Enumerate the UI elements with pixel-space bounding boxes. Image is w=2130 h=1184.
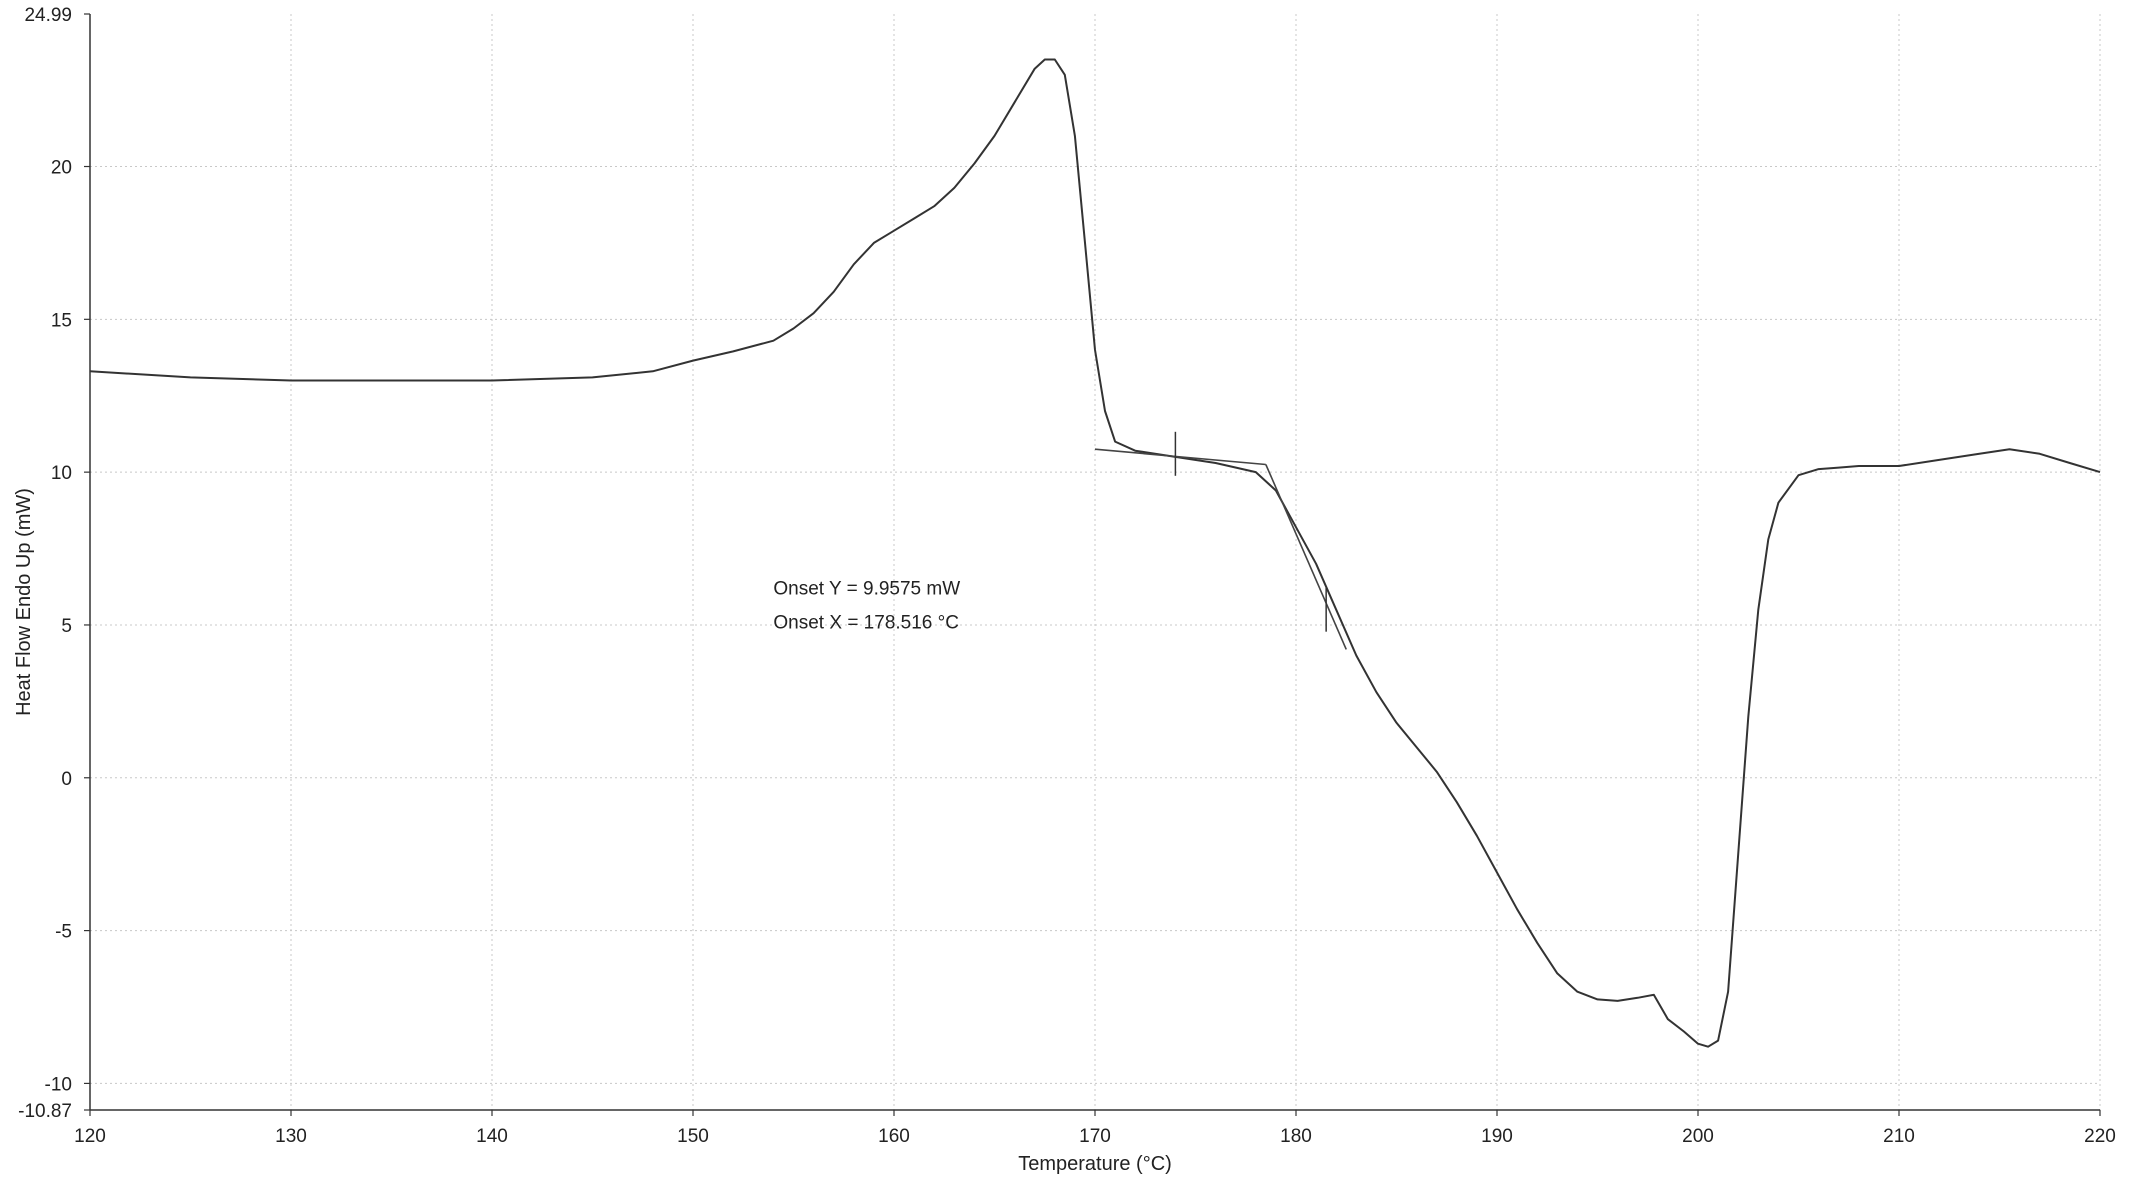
- x-tick-label: 210: [1883, 1126, 1915, 1147]
- heat-flow-curve: [89, 58, 2101, 1048]
- x-axis-title: Temperature (°C): [1018, 1153, 1172, 1175]
- y-tick-label: 0: [61, 769, 72, 790]
- grid-layer: [90, 14, 2101, 1110]
- y-tick-label: -10.87: [18, 1101, 72, 1122]
- onset-tangent-line: [1265, 464, 1347, 650]
- y-tick-label: -5: [55, 922, 72, 943]
- series-layer: [89, 58, 2101, 1048]
- onset-annotation: Onset X = 178.516 °C: [773, 612, 959, 633]
- y-tick-label: 10: [51, 463, 72, 484]
- x-tick-label: 170: [1079, 1126, 1111, 1147]
- x-tick-label: 190: [1481, 1126, 1513, 1147]
- y-tick-label: 24.99: [24, 5, 72, 26]
- x-tick-label: 200: [1682, 1126, 1714, 1147]
- x-tick-label: 150: [677, 1126, 709, 1147]
- x-tick-label: 160: [878, 1126, 910, 1147]
- x-tick-label: 120: [74, 1126, 106, 1147]
- y-tick-label: 5: [61, 616, 72, 637]
- x-tick-label: 130: [275, 1126, 307, 1147]
- onset-tangent-line: [1094, 448, 1266, 466]
- onset-annotation: Onset Y = 9.9575 mW: [773, 578, 960, 599]
- y-tick-label: -10: [45, 1074, 72, 1095]
- ticks-layer: 120 130 140 150 160 170 180 190 200 210 220-10.87-…: [18, 5, 2116, 1147]
- y-tick-label: 20: [51, 158, 72, 179]
- x-tick-label: 180: [1280, 1126, 1312, 1147]
- x-tick-label: 140: [476, 1126, 508, 1147]
- y-axis-title: Heat Flow Endo Up (mW): [13, 488, 35, 716]
- annotation-layer: Onset Y = 9.9575 mW Onset X = 178.516 °C: [773, 578, 960, 633]
- y-tick-label: 15: [51, 310, 72, 331]
- x-tick-label: 220: [2084, 1126, 2116, 1147]
